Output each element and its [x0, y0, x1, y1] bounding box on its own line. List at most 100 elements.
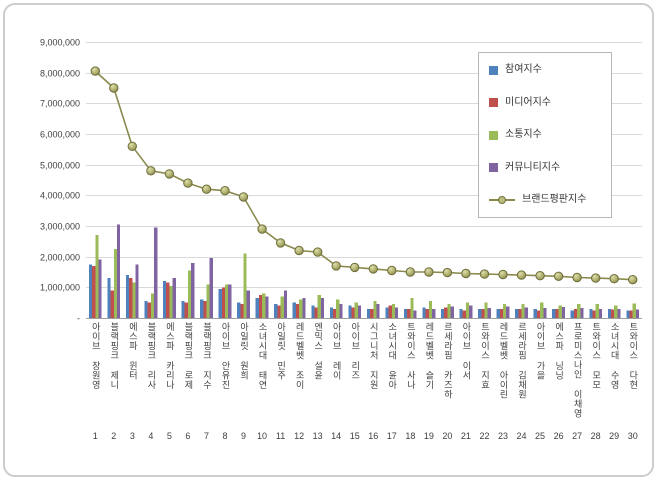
- category-label-7: 블랙핑크 지수: [201, 322, 212, 390]
- bar-series2-cat17: [391, 304, 395, 318]
- y-axis-label: 4,000,000: [40, 191, 80, 201]
- rank-label-12: 12: [294, 431, 305, 441]
- bar-series0-cat23: [496, 308, 500, 318]
- bar-series3-cat25: [543, 307, 547, 318]
- bar-series2-cat1: [95, 235, 99, 318]
- bar-series3-cat3: [135, 264, 139, 318]
- bar-series0-cat14: [329, 307, 333, 318]
- rank-axis: 1 2 3 4 5 6 7 8 9 10 11 12 13 14 15 16 17 18 19 20 21 22 23 24 2…: [0, 431, 658, 445]
- category-label-9: 아일릿 원희: [239, 322, 250, 380]
- bar-series1-cat29: [611, 309, 615, 318]
- bar-series1-cat8: [221, 287, 225, 318]
- bar-series3-cat21: [469, 305, 473, 318]
- bar-series3-cat23: [506, 306, 510, 318]
- rank-label-21: 21: [460, 431, 471, 441]
- brand-index-marker-29: [609, 274, 619, 284]
- category-label-17: 소녀시대 윤아: [387, 322, 398, 390]
- rank-label-11: 11: [275, 431, 286, 441]
- bar-series1-cat6: [184, 302, 188, 318]
- legend-square-swatch: [489, 65, 498, 75]
- bar-series0-cat17: [385, 307, 389, 318]
- bar-series0-cat13: [311, 305, 315, 318]
- brand-index-marker-20: [442, 267, 453, 278]
- bar-series1-cat17: [388, 305, 392, 318]
- bar-series3-cat10: [265, 296, 269, 318]
- bar-series0-cat3: [125, 275, 130, 318]
- category-label-2: 블랙핑크 제니: [109, 322, 120, 390]
- bar-series1-cat10: [258, 295, 263, 318]
- bar-series0-cat18: [403, 308, 408, 318]
- legend-item-2: 미디어지수: [489, 96, 601, 108]
- rank-label-13: 13: [312, 431, 323, 441]
- bar-series3-cat22: [487, 307, 491, 318]
- rank-label-16: 16: [368, 431, 379, 441]
- y-axis-label: 7,000,000: [40, 99, 80, 109]
- bar-series1-cat18: [407, 308, 411, 318]
- legend-square-swatch: [489, 98, 498, 107]
- rank-label-25: 25: [535, 431, 546, 441]
- bar-series2-cat11: [280, 296, 284, 318]
- bar-series3-cat18: [413, 310, 417, 318]
- legend-label: 미디어지수: [505, 96, 551, 108]
- bar-series1-cat12: [295, 304, 300, 318]
- bar-series2-cat3: [132, 282, 136, 318]
- bar-series1-cat26: [555, 308, 559, 318]
- bar-series1-cat24: [518, 308, 522, 318]
- bar-series3-cat14: [339, 304, 343, 318]
- category-label-3: 에스파 윈터: [127, 322, 138, 380]
- bar-series2-cat7: [206, 284, 210, 318]
- bar-series2-cat16: [373, 301, 377, 318]
- bar-series1-cat5: [166, 282, 170, 318]
- bar-series3-cat2: [117, 224, 121, 318]
- category-label-12: 레드벨벳 조이: [294, 322, 305, 390]
- bar-series1-cat19: [425, 308, 429, 318]
- bar-series1-cat3: [129, 278, 133, 318]
- bar-series0-cat10: [255, 298, 259, 318]
- legend-item-1: 참여지수: [489, 65, 601, 75]
- category-axis: 아이브 장원영 블랙핑크 제니 에스파 윈터 블랙핑크 리사 에스파 카리나 블랙핑크 로…: [0, 322, 658, 428]
- bar-series0-cat12: [292, 302, 296, 318]
- bar-series1-cat22: [481, 308, 485, 318]
- brand-index-marker-13: [313, 247, 323, 257]
- bar-series1-cat21: [462, 310, 466, 318]
- category-label-4: 블랙핑크 리사: [146, 322, 157, 390]
- bar-series3-cat6: [191, 262, 195, 318]
- brand-index-marker-19: [424, 267, 434, 277]
- category-label-30: 트와이스 다현: [628, 322, 639, 390]
- bar-series3-cat7: [209, 258, 213, 318]
- bar-series0-cat6: [181, 301, 185, 318]
- bar-series2-cat10: [262, 293, 266, 318]
- legend-label: 참여지수: [505, 64, 542, 75]
- bar-series0-cat25: [533, 308, 537, 318]
- bar-series0-cat20: [441, 308, 445, 318]
- brand-index-marker-25: [535, 271, 545, 281]
- bar-series2-cat30: [632, 303, 636, 318]
- rank-label-3: 3: [129, 431, 135, 441]
- legend-label: 소통지수: [505, 129, 542, 140]
- category-label-15: 아이브 리즈: [350, 322, 361, 380]
- rank-label-9: 9: [241, 431, 247, 441]
- bar-series2-cat5: [169, 285, 173, 318]
- rank-label-4: 4: [148, 431, 154, 441]
- category-label-22: 트와이스 지효: [479, 322, 490, 390]
- bar-series2-cat28: [595, 304, 599, 318]
- y-axis-label: 2,000,000: [40, 253, 80, 263]
- bar-series3-cat8: [228, 284, 232, 318]
- bar-series0-cat21: [459, 308, 463, 318]
- bar-series2-cat25: [540, 302, 544, 318]
- category-label-27: 프로미스나인 이채영: [572, 322, 583, 418]
- bar-series1-cat15: [351, 307, 355, 318]
- bar-series0-cat16: [366, 308, 371, 318]
- bar-series2-cat19: [428, 301, 433, 318]
- bar-series3-cat4: [154, 227, 158, 318]
- bar-series0-cat5: [163, 281, 167, 318]
- bar-series0-cat15: [348, 305, 352, 318]
- bar-series2-cat8: [225, 284, 229, 318]
- y-axis-label: 9,000,000: [40, 38, 80, 48]
- bar-series0-cat9: [237, 302, 241, 318]
- category-label-24: 르세라핌 김채원: [517, 322, 528, 399]
- rank-label-30: 30: [627, 431, 638, 441]
- category-label-29: 소녀시대 수영: [609, 322, 620, 390]
- category-label-21: 아이브 이서: [461, 322, 472, 380]
